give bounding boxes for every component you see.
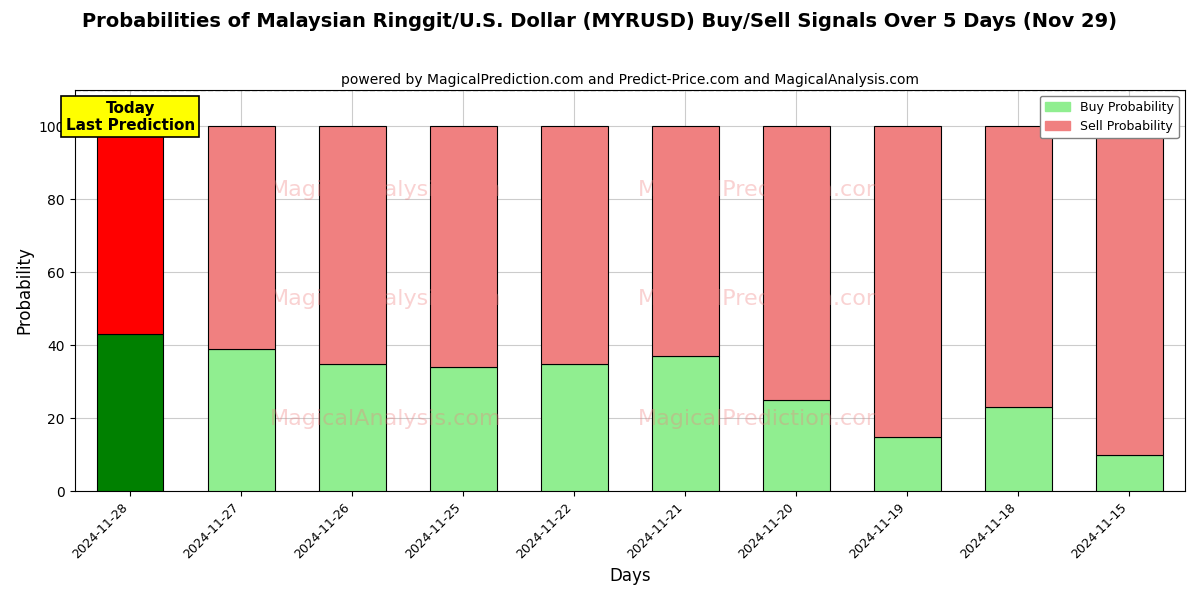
Bar bbox=[208, 126, 275, 349]
Bar bbox=[319, 126, 385, 364]
Text: MagicalAnalysis.com: MagicalAnalysis.com bbox=[270, 409, 502, 429]
Bar bbox=[652, 126, 719, 356]
Bar bbox=[1096, 126, 1163, 455]
Bar bbox=[97, 334, 163, 491]
Text: MagicalAnalysis.com: MagicalAnalysis.com bbox=[270, 180, 502, 200]
Bar bbox=[985, 407, 1051, 491]
Title: powered by MagicalPrediction.com and Predict-Price.com and MagicalAnalysis.com: powered by MagicalPrediction.com and Pre… bbox=[341, 73, 919, 87]
Text: MagicalAnalysis.com: MagicalAnalysis.com bbox=[270, 289, 502, 308]
Bar bbox=[874, 437, 941, 491]
X-axis label: Days: Days bbox=[610, 567, 650, 585]
Bar bbox=[541, 126, 607, 364]
Bar bbox=[874, 126, 941, 437]
Text: MagicalPrediction.com: MagicalPrediction.com bbox=[638, 289, 888, 308]
Text: Today
Last Prediction: Today Last Prediction bbox=[66, 101, 194, 133]
Bar bbox=[541, 364, 607, 491]
Bar bbox=[430, 367, 497, 491]
Bar bbox=[319, 364, 385, 491]
Text: MagicalPrediction.com: MagicalPrediction.com bbox=[638, 409, 888, 429]
Bar bbox=[208, 349, 275, 491]
Bar bbox=[763, 400, 829, 491]
Bar bbox=[430, 126, 497, 367]
Bar bbox=[763, 126, 829, 400]
Legend: Buy Probability, Sell Probability: Buy Probability, Sell Probability bbox=[1040, 96, 1178, 138]
Bar bbox=[985, 126, 1051, 407]
Text: Probabilities of Malaysian Ringgit/U.S. Dollar (MYRUSD) Buy/Sell Signals Over 5 : Probabilities of Malaysian Ringgit/U.S. … bbox=[83, 12, 1117, 31]
Bar bbox=[97, 126, 163, 334]
Y-axis label: Probability: Probability bbox=[16, 247, 34, 334]
Text: MagicalPrediction.com: MagicalPrediction.com bbox=[638, 180, 888, 200]
Bar bbox=[652, 356, 719, 491]
Bar bbox=[1096, 455, 1163, 491]
